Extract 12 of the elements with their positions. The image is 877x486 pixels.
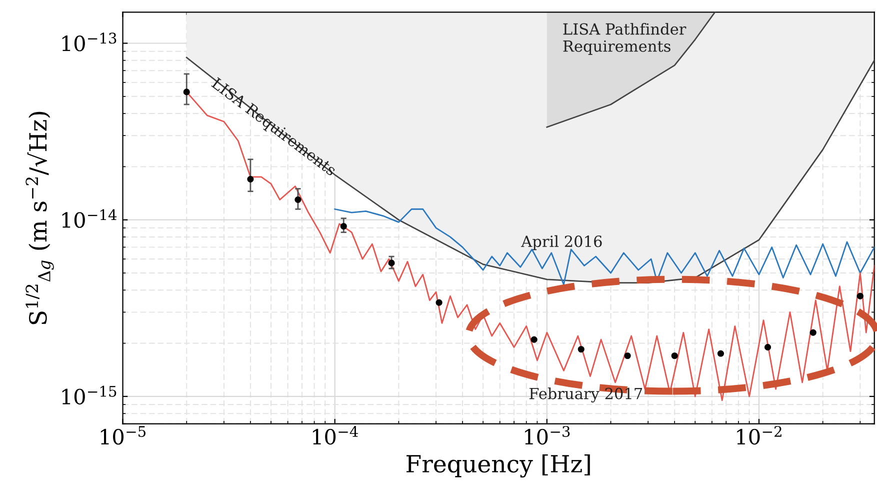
x-tick-label: 10$^{−3}$ xyxy=(525,426,570,445)
y-tick-label: 10$^{−14}$ xyxy=(62,209,117,228)
annotation: LISA Pathfinder Requirements xyxy=(563,22,686,55)
annotation: February 2017 xyxy=(529,387,642,402)
x-tick-label: 10$^{−2}$ xyxy=(737,426,782,445)
y-tick-label: 10$^{−15}$ xyxy=(62,386,116,404)
x-tick-label: 10$^{−4}$ xyxy=(313,426,358,445)
annotation: April 2016 xyxy=(521,235,602,250)
y-tick-label: 10$^{−13}$ xyxy=(62,32,116,52)
x-tick-label: 10$^{−5}$ xyxy=(100,426,146,445)
y-axis-title: S$^{1/2}$$_{Δg}$ (m s$^{−2}$/√Hz) xyxy=(26,112,54,324)
x-axis-title: Frequency [Hz] xyxy=(406,454,590,478)
